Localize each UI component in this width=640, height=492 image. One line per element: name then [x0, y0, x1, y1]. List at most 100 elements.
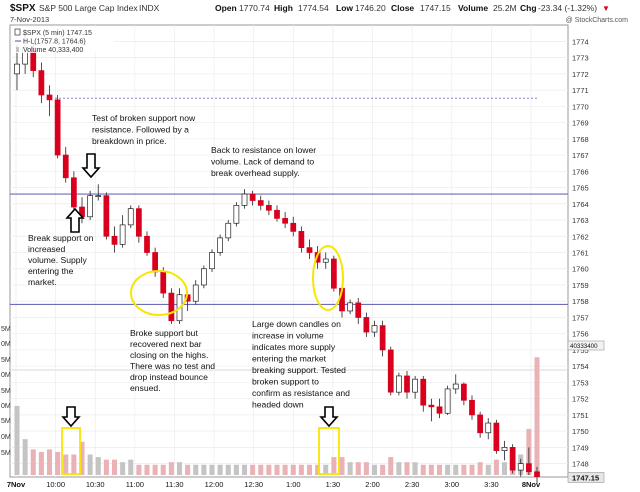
- volume-bar: [453, 464, 459, 475]
- volume-bar: [534, 357, 540, 475]
- candle: [404, 375, 410, 393]
- volume-bar: [290, 464, 296, 475]
- candle: [192, 284, 199, 302]
- legend-hl: H-L(1757.8, 1764.6): [23, 39, 86, 46]
- open-value: 1770.74: [239, 3, 270, 13]
- candle: [225, 222, 232, 239]
- volume-bar: [176, 462, 183, 475]
- x-tick-label: 2:00: [365, 480, 380, 489]
- candle: [87, 195, 93, 218]
- candle: [290, 222, 297, 232]
- volume-bar: [152, 464, 158, 475]
- volume-legend-icon: [16, 47, 19, 52]
- volume-bar: [380, 464, 386, 475]
- high-label: High: [274, 3, 293, 13]
- x-tick-label: 7Nov: [7, 480, 26, 489]
- volume-bar: [388, 457, 394, 475]
- symbol: $SPX: [10, 3, 36, 14]
- plot-frame: [9, 24, 569, 478]
- chg-label: Chg: [520, 3, 537, 13]
- volume-bar: [185, 464, 191, 475]
- y-tick-label: 1763: [572, 216, 589, 225]
- down-arrow-icon: ▼: [602, 4, 610, 13]
- candle: [493, 422, 500, 451]
- y-tick-label: 1767: [572, 151, 589, 160]
- candle: [62, 154, 69, 179]
- volume-tick-label: 5M: [1, 326, 11, 333]
- candle: [314, 252, 321, 263]
- volume-bar: [209, 464, 215, 475]
- y-tick-label: 1768: [572, 135, 589, 144]
- volume-bar: [428, 464, 434, 475]
- volume-bar: [144, 464, 150, 475]
- volume-value: 25.2M: [493, 3, 517, 13]
- volume-bar: [250, 464, 256, 475]
- candle: [201, 268, 207, 286]
- x-tick-label: 1:00: [286, 480, 301, 489]
- last-volume-label: 40333400: [570, 343, 598, 350]
- candle: [160, 271, 167, 294]
- exchange: INDX: [139, 3, 160, 13]
- y-tick-label: 1771: [572, 86, 589, 95]
- volume-bar: [22, 439, 28, 475]
- candles: [14, 33, 540, 484]
- volume-bar: [258, 464, 264, 475]
- volume-bar: [103, 459, 109, 475]
- close-label: Close: [391, 3, 414, 13]
- volume-tick-label: 5M: [1, 357, 11, 364]
- volume-bar: [87, 454, 93, 475]
- volume-bar: [461, 464, 467, 475]
- candle: [452, 383, 459, 390]
- annotation-test-broken-support: Test of broken support now resistance. Fo…: [92, 113, 196, 146]
- volume-bar: [217, 464, 223, 475]
- volume-bar: [95, 457, 101, 475]
- candle: [509, 447, 516, 471]
- volume-bar: [266, 464, 272, 475]
- candle: [241, 193, 248, 206]
- price-axis: 1774 1773 1772 1771 1770 1769 1768 1767 1766 1765…: [567, 37, 605, 483]
- volume-bar: [493, 459, 499, 475]
- y-tick-label: 1750: [572, 427, 589, 436]
- volume-bar: [306, 464, 313, 475]
- y-tick-label: 1773: [572, 54, 589, 63]
- candle: [136, 208, 142, 237]
- y-tick-label: 1756: [572, 330, 589, 339]
- low-value: 1746.20: [355, 3, 386, 13]
- candle: [363, 317, 370, 333]
- candle: [274, 209, 280, 219]
- x-tick-label: 11:00: [126, 480, 144, 489]
- candle: [347, 302, 353, 312]
- chg-value: -23.34 (-1.32%): [538, 3, 597, 13]
- candle: [517, 463, 524, 471]
- candle: [428, 404, 435, 408]
- candle: [103, 195, 110, 237]
- y-tick-label: 1766: [572, 167, 589, 176]
- time-axis: 7Nov 10:00 10:30 11:00 11:30 12:00 12:30 1:00 1:…: [7, 480, 541, 489]
- candle: [444, 388, 451, 414]
- x-tick-label: 11:30: [165, 480, 183, 489]
- y-tick-label: 1754: [572, 362, 589, 371]
- volume-bar: [55, 451, 61, 475]
- volume-bar: [331, 457, 337, 475]
- volume-bar: [469, 464, 475, 475]
- candle: [355, 302, 362, 318]
- volume-bar: [136, 464, 142, 475]
- x-tick-label: 1:30: [326, 480, 341, 489]
- y-tick-label: 1769: [572, 119, 589, 128]
- volume-tick-label: 5M: [1, 388, 11, 395]
- legend-volume: Volume 40,333,400: [23, 47, 83, 54]
- volume-highlight-2: [318, 427, 340, 475]
- candle: [469, 399, 475, 416]
- y-tick-label: 1751: [572, 411, 589, 420]
- volume-tick-label: 0M: [1, 372, 11, 379]
- y-tick-label: 1774: [572, 37, 589, 46]
- candle: [298, 231, 305, 248]
- down-arrow-icon: [81, 153, 101, 179]
- volume-bar: [404, 462, 410, 475]
- volume-bar: [347, 462, 353, 475]
- watermark: @ StockCharts.com: [566, 17, 629, 24]
- x-tick-label: 10:00: [46, 480, 65, 489]
- y-tick-label: 1755: [572, 346, 589, 355]
- volume-label: Volume: [458, 3, 488, 13]
